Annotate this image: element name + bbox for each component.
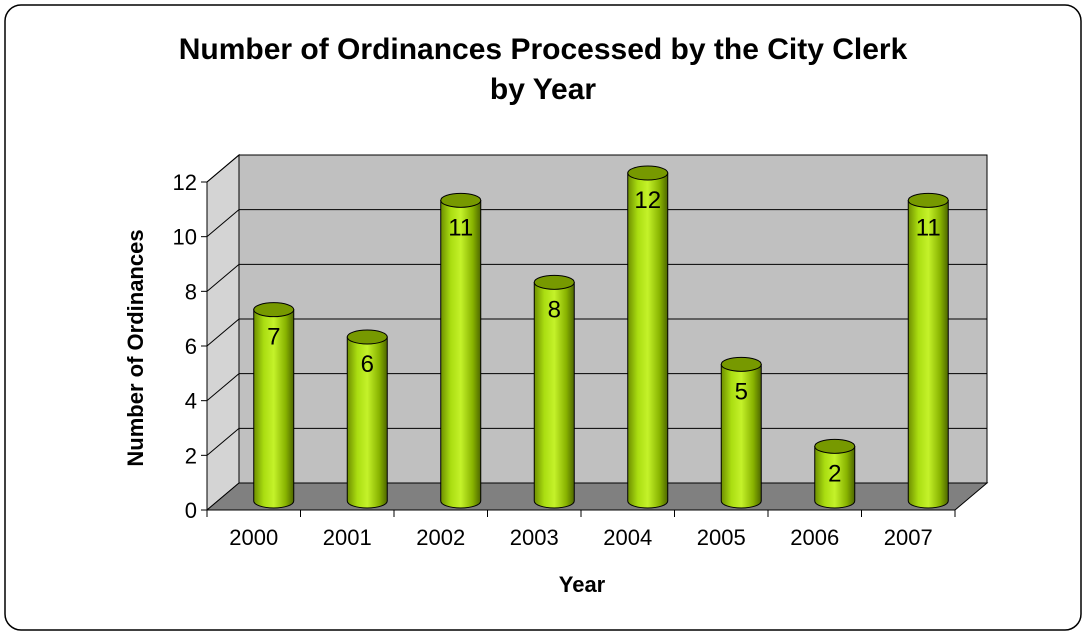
data-label: 6: [361, 351, 374, 378]
bar: [440, 199, 482, 509]
chart-border: [4, 4, 1082, 631]
bar: [627, 172, 669, 509]
gridline: [206, 209, 987, 238]
bar-top: [253, 302, 295, 318]
bar: [907, 199, 949, 509]
x-tick-label: 2002: [416, 525, 465, 550]
gridline: [206, 318, 987, 347]
bar-top: [627, 165, 669, 181]
y-tick-label: 8: [185, 279, 197, 304]
x-tick-label: 2003: [510, 525, 559, 550]
bar: [346, 336, 388, 509]
bar-top: [907, 192, 949, 208]
bar-top: [440, 192, 482, 208]
bar-top: [814, 438, 856, 454]
bar-top: [533, 274, 575, 290]
y-tick-label: 2: [185, 443, 197, 468]
x-tick-label: 2006: [790, 525, 839, 550]
gridline: [206, 154, 987, 183]
y-tick-label: 12: [173, 170, 197, 195]
bar-top: [720, 356, 762, 372]
chart-title-line1: Number of Ordinances Processed by the Ci…: [178, 33, 908, 66]
bar-top: [346, 329, 388, 345]
x-tick-label: 2005: [697, 525, 746, 550]
x-tick-label: 2001: [323, 525, 372, 550]
gridline: [206, 263, 987, 292]
y-tick-label: 10: [173, 225, 197, 250]
data-label: 8: [548, 296, 561, 323]
chart-title: Number of Ordinances Processed by the Ci…: [0, 30, 1086, 110]
data-label: 12: [634, 187, 661, 214]
bar: [814, 445, 856, 509]
bar: [253, 309, 295, 509]
bar: [720, 363, 762, 509]
data-label: 11: [448, 214, 473, 241]
data-label: 5: [735, 378, 748, 405]
data-label: 7: [267, 324, 280, 351]
data-label: 11: [916, 214, 941, 241]
x-axis-label: Year: [559, 572, 606, 597]
x-tick-label: 2004: [603, 525, 652, 550]
y-tick-label: 6: [185, 334, 197, 359]
y-tick-label: 4: [185, 389, 197, 414]
y-axis-label: Number of Ordinances: [123, 229, 148, 466]
bar: [533, 281, 575, 509]
chart-title-line2: by Year: [489, 73, 597, 106]
plot-area: 0 2 4 6 8 10 12 2000 7 2001 6 2002 11 2003 8 2004 12 2005…: [173, 153, 989, 550]
x-tick-label: 2007: [884, 525, 933, 550]
y-tick-label: 0: [185, 498, 197, 523]
chart-floor: [205, 482, 989, 511]
x-tick-label: 2000: [229, 525, 278, 550]
data-label: 2: [828, 460, 841, 487]
